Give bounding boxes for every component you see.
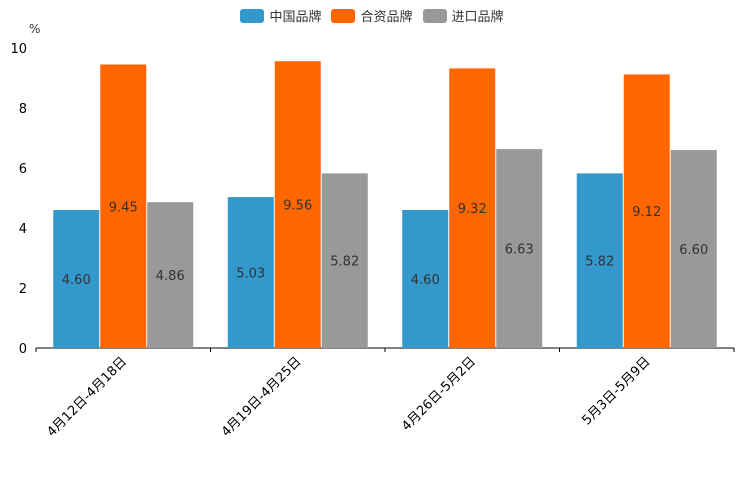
data-label: 9.12 (632, 205, 661, 220)
bar (53, 210, 100, 348)
data-label: 9.32 (458, 202, 487, 217)
x-tick-label: 4月12日-4月18日 (44, 354, 130, 440)
bar (227, 197, 274, 348)
legend-swatch-imported-brand (422, 8, 447, 23)
y-tick-label: 0 (19, 342, 27, 357)
bar (670, 150, 717, 348)
y-tick-label: 2 (19, 282, 27, 297)
legend-swatch-china-brand (240, 8, 265, 23)
x-tick-label: 4月19日-4月25日 (219, 354, 305, 440)
x-tick-label: 5月3日-5月9日 (579, 354, 653, 428)
legend-item-china-brand[interactable]: 中国品牌 (240, 6, 321, 25)
y-tick-label: 8 (19, 102, 27, 117)
legend-label-joint-venture-brand: 合资品牌 (360, 10, 413, 25)
data-label: 9.45 (109, 200, 138, 215)
data-label: 9.56 (283, 199, 312, 214)
bar (147, 202, 194, 348)
x-tick-label: 4月26日-5月2日 (399, 354, 479, 434)
y-tick-label: 4 (19, 222, 27, 237)
data-label: 6.63 (505, 243, 534, 258)
legend-item-imported-brand[interactable]: 进口品牌 (422, 6, 504, 25)
bar (496, 149, 543, 348)
bar (100, 64, 147, 348)
data-label: 5.82 (585, 255, 614, 270)
bar (576, 173, 623, 348)
y-axis-unit-label: % (29, 22, 41, 36)
bar (321, 173, 368, 348)
bar (274, 61, 321, 348)
legend-label-imported-brand: 进口品牌 (451, 10, 504, 25)
data-label: 4.60 (62, 273, 91, 288)
data-label: 5.03 (236, 267, 265, 282)
data-label: 6.60 (679, 243, 708, 258)
legend-label-china-brand: 中国品牌 (269, 10, 322, 25)
bar (402, 210, 449, 348)
data-label: 4.60 (411, 273, 440, 288)
y-tick-label: 10 (10, 42, 27, 57)
y-tick-label: 6 (19, 162, 27, 177)
data-label: 4.86 (156, 269, 185, 284)
bar (623, 74, 670, 349)
legend-swatch-joint-venture-brand (331, 8, 356, 23)
bar (449, 68, 496, 349)
chart-legend: 中国品牌 合资品牌 进口品牌 (0, 6, 744, 25)
legend-item-joint-venture-brand[interactable]: 合资品牌 (331, 6, 413, 25)
data-label: 5.82 (330, 255, 359, 270)
